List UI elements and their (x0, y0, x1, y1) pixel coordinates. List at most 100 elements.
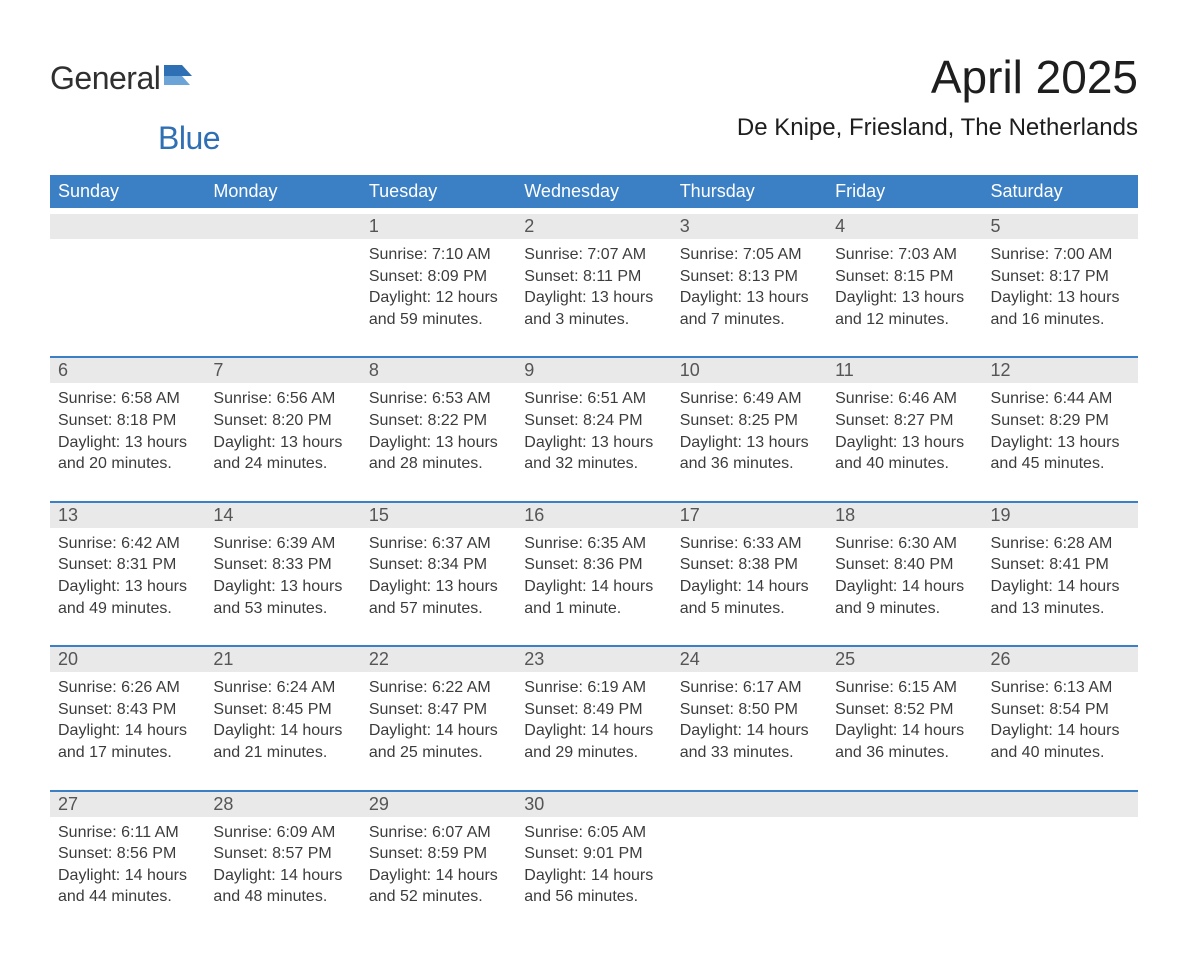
sunset-text: Sunset: 8:24 PM (524, 410, 663, 432)
dl2-text: and 17 minutes. (58, 742, 197, 764)
dl1-text: Daylight: 14 hours (835, 576, 974, 598)
day-cell: Sunrise: 6:22 AMSunset: 8:47 PMDaylight:… (361, 672, 516, 783)
dow-cell: Tuesday (361, 175, 516, 208)
dl2-text: and 49 minutes. (58, 598, 197, 620)
dl2-text: and 1 minute. (524, 598, 663, 620)
day-cell (205, 239, 360, 350)
day-cell: Sunrise: 6:49 AMSunset: 8:25 PMDaylight:… (672, 383, 827, 494)
sunset-text: Sunset: 8:15 PM (835, 266, 974, 288)
dl1-text: Daylight: 14 hours (213, 865, 352, 887)
sunset-text: Sunset: 8:50 PM (680, 699, 819, 721)
day-number: 18 (827, 503, 982, 528)
sunset-text: Sunset: 8:59 PM (369, 843, 508, 865)
dl1-text: Daylight: 13 hours (524, 432, 663, 454)
sunrise-text: Sunrise: 6:13 AM (991, 677, 1130, 699)
sunrise-text: Sunrise: 6:07 AM (369, 822, 508, 844)
dl1-text: Daylight: 14 hours (524, 576, 663, 598)
dl1-text: Daylight: 12 hours (369, 287, 508, 309)
sunrise-text: Sunrise: 6:33 AM (680, 533, 819, 555)
day-number: 5 (983, 214, 1138, 239)
dl2-text: and 56 minutes. (524, 886, 663, 908)
day-number: 13 (50, 503, 205, 528)
week-row: 20212223242526Sunrise: 6:26 AMSunset: 8:… (50, 645, 1138, 783)
dl1-text: Daylight: 13 hours (524, 287, 663, 309)
sunrise-text: Sunrise: 7:10 AM (369, 244, 508, 266)
day-body-row: Sunrise: 6:42 AMSunset: 8:31 PMDaylight:… (50, 528, 1138, 639)
dl2-text: and 21 minutes. (213, 742, 352, 764)
dl1-text: Daylight: 13 hours (213, 432, 352, 454)
sunrise-text: Sunrise: 6:37 AM (369, 533, 508, 555)
dl2-text: and 28 minutes. (369, 453, 508, 475)
day-number: 26 (983, 647, 1138, 672)
sunset-text: Sunset: 8:40 PM (835, 554, 974, 576)
day-cell: Sunrise: 7:10 AMSunset: 8:09 PMDaylight:… (361, 239, 516, 350)
day-body-row: Sunrise: 6:26 AMSunset: 8:43 PMDaylight:… (50, 672, 1138, 783)
dl1-text: Daylight: 14 hours (213, 720, 352, 742)
sunset-text: Sunset: 8:49 PM (524, 699, 663, 721)
sunrise-text: Sunrise: 6:44 AM (991, 388, 1130, 410)
day-cell: Sunrise: 6:09 AMSunset: 8:57 PMDaylight:… (205, 817, 360, 928)
day-body-row: Sunrise: 7:10 AMSunset: 8:09 PMDaylight:… (50, 239, 1138, 350)
day-number: 27 (50, 792, 205, 817)
day-cell: Sunrise: 6:07 AMSunset: 8:59 PMDaylight:… (361, 817, 516, 928)
sunset-text: Sunset: 8:45 PM (213, 699, 352, 721)
sunset-text: Sunset: 8:20 PM (213, 410, 352, 432)
dow-cell: Saturday (983, 175, 1138, 208)
day-number: 10 (672, 358, 827, 383)
day-cell: Sunrise: 6:11 AMSunset: 8:56 PMDaylight:… (50, 817, 205, 928)
day-number: 29 (361, 792, 516, 817)
dl2-text: and 45 minutes. (991, 453, 1130, 475)
day-cell: Sunrise: 6:51 AMSunset: 8:24 PMDaylight:… (516, 383, 671, 494)
dl2-text: and 52 minutes. (369, 886, 508, 908)
dl2-text: and 33 minutes. (680, 742, 819, 764)
dl1-text: Daylight: 14 hours (991, 576, 1130, 598)
day-cell: Sunrise: 6:24 AMSunset: 8:45 PMDaylight:… (205, 672, 360, 783)
day-number (50, 214, 205, 239)
dl2-text: and 24 minutes. (213, 453, 352, 475)
sunrise-text: Sunrise: 6:53 AM (369, 388, 508, 410)
day-number: 20 (50, 647, 205, 672)
sunrise-text: Sunrise: 6:19 AM (524, 677, 663, 699)
day-number: 2 (516, 214, 671, 239)
dl1-text: Daylight: 14 hours (58, 720, 197, 742)
day-number (827, 792, 982, 817)
dl1-text: Daylight: 14 hours (524, 720, 663, 742)
sunrise-text: Sunrise: 7:07 AM (524, 244, 663, 266)
weeks-container: 12345Sunrise: 7:10 AMSunset: 8:09 PMDayl… (50, 214, 1138, 928)
day-number (983, 792, 1138, 817)
dow-cell: Friday (827, 175, 982, 208)
dl2-text: and 20 minutes. (58, 453, 197, 475)
dow-cell: Monday (205, 175, 360, 208)
sunrise-text: Sunrise: 6:26 AM (58, 677, 197, 699)
day-number: 9 (516, 358, 671, 383)
day-cell: Sunrise: 7:07 AMSunset: 8:11 PMDaylight:… (516, 239, 671, 350)
day-cell (983, 817, 1138, 928)
sunrise-text: Sunrise: 6:05 AM (524, 822, 663, 844)
sunset-text: Sunset: 8:56 PM (58, 843, 197, 865)
flag-icon (164, 65, 192, 92)
dl1-text: Daylight: 14 hours (58, 865, 197, 887)
day-number: 4 (827, 214, 982, 239)
dl1-text: Daylight: 13 hours (58, 432, 197, 454)
sunset-text: Sunset: 8:43 PM (58, 699, 197, 721)
sunrise-text: Sunrise: 6:56 AM (213, 388, 352, 410)
day-cell (50, 239, 205, 350)
sunrise-text: Sunrise: 6:35 AM (524, 533, 663, 555)
logo-text-general: General (50, 60, 160, 97)
day-number-row: 12345 (50, 214, 1138, 239)
day-number: 16 (516, 503, 671, 528)
day-cell: Sunrise: 7:00 AMSunset: 8:17 PMDaylight:… (983, 239, 1138, 350)
day-cell: Sunrise: 6:44 AMSunset: 8:29 PMDaylight:… (983, 383, 1138, 494)
dl1-text: Daylight: 13 hours (680, 432, 819, 454)
sunrise-text: Sunrise: 7:00 AM (991, 244, 1130, 266)
week-row: 13141516171819Sunrise: 6:42 AMSunset: 8:… (50, 501, 1138, 639)
dow-cell: Thursday (672, 175, 827, 208)
dl1-text: Daylight: 13 hours (58, 576, 197, 598)
calendar-page: General April 2025 De Knipe, Friesland, … (0, 0, 1188, 958)
day-number: 22 (361, 647, 516, 672)
dl2-text: and 32 minutes. (524, 453, 663, 475)
sunset-text: Sunset: 8:41 PM (991, 554, 1130, 576)
sunset-text: Sunset: 8:38 PM (680, 554, 819, 576)
day-number (672, 792, 827, 817)
day-cell: Sunrise: 6:15 AMSunset: 8:52 PMDaylight:… (827, 672, 982, 783)
